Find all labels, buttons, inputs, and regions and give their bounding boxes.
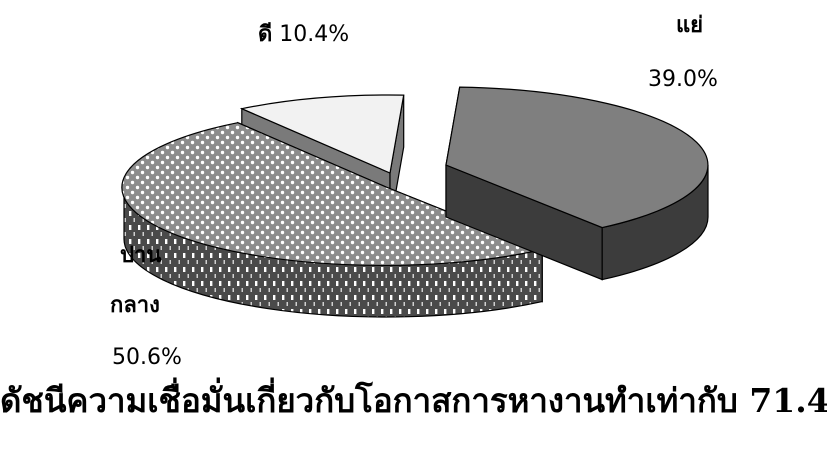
label-poor-name: แย่ xyxy=(676,13,704,38)
label-good-value: 10.4% xyxy=(279,22,350,47)
label-good: ดี 10.4% xyxy=(258,22,349,48)
label-medium-value: 50.6% xyxy=(112,345,182,370)
label-poor-value: 39.0% xyxy=(648,67,718,92)
label-medium-line1: ปาน xyxy=(120,243,162,268)
caption: ดัชนีความเชื่อมั่นเกี่ยวกับโอกาสการหางาน… xyxy=(0,381,827,420)
label-good-name: ดี xyxy=(258,22,273,47)
pie-slice-top xyxy=(239,94,405,174)
pie-slice-medium xyxy=(121,121,545,318)
pie-slice-top xyxy=(121,122,545,267)
pie-slice-top xyxy=(445,86,709,229)
label-medium-line2: กลาง xyxy=(110,293,160,318)
pie-slice-poor xyxy=(445,86,709,281)
